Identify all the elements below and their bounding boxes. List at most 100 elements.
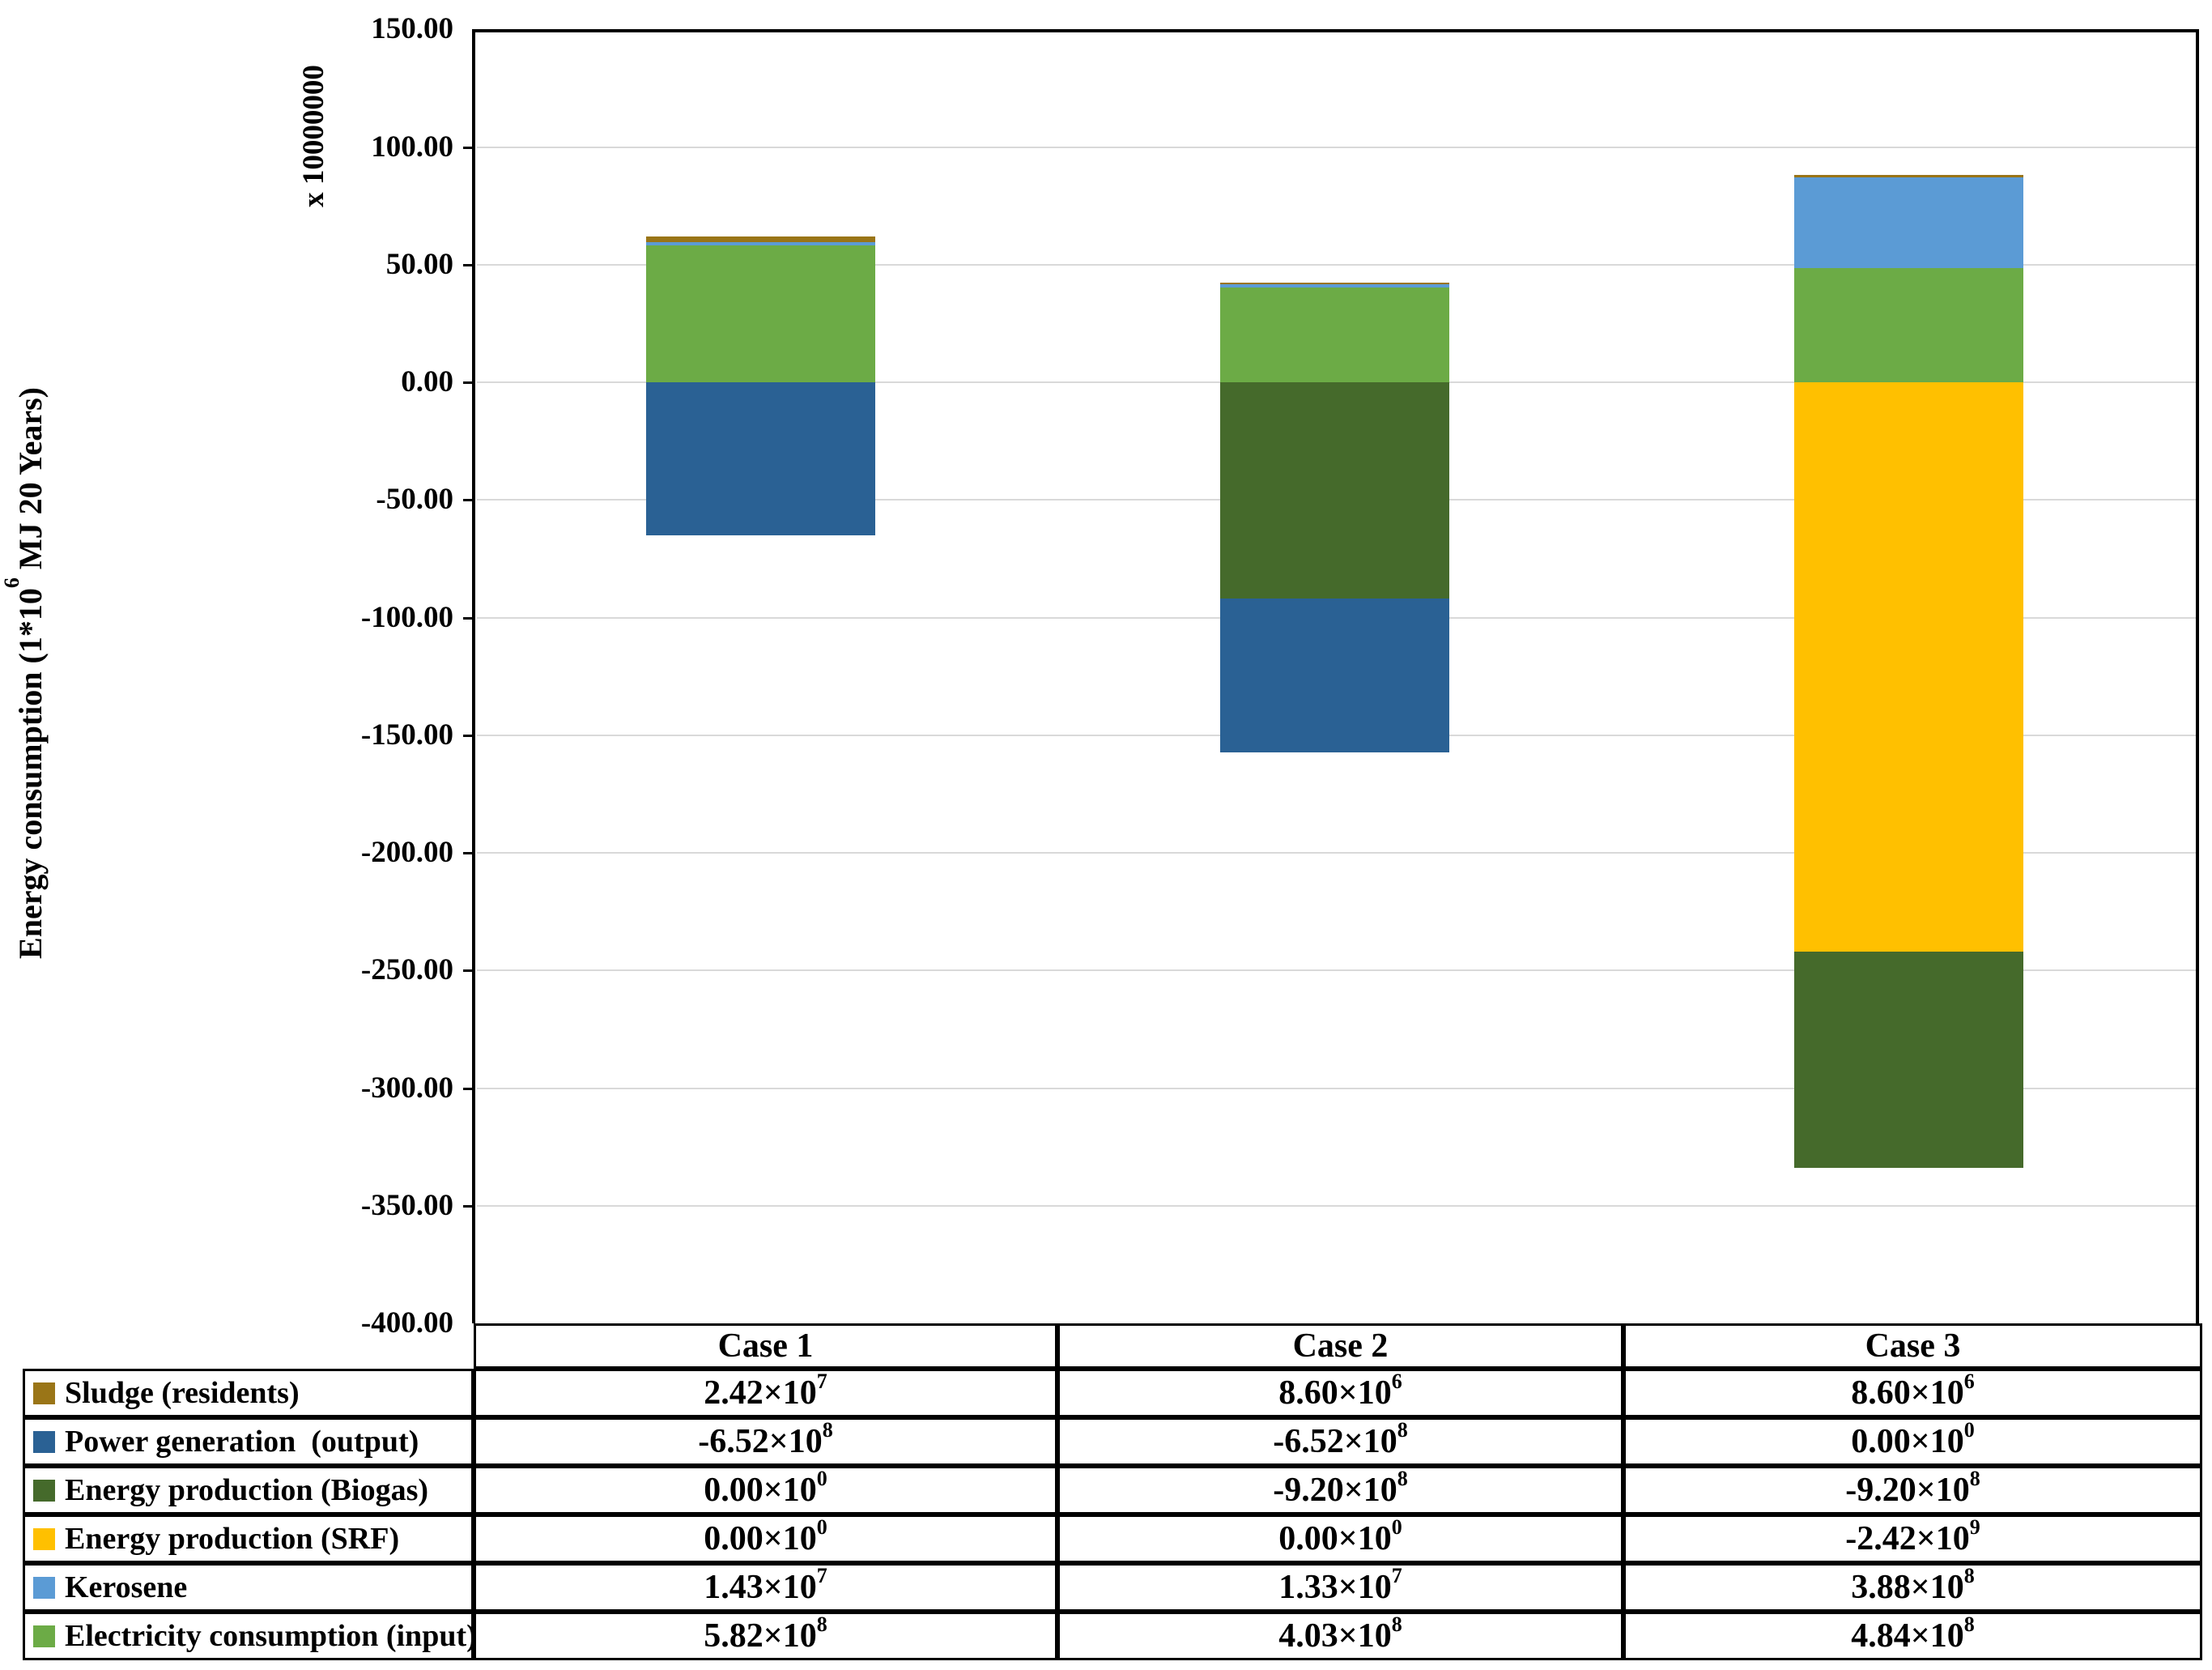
bar-segment-sludge-residents-case-2	[1220, 282, 1449, 285]
y-tick-label: -350.00	[360, 1188, 453, 1222]
value-mantissa: 4.03×10	[1278, 1617, 1392, 1655]
y-tick-label: -400.00	[360, 1306, 453, 1340]
y-tick-label: 0.00	[401, 365, 453, 398]
value-cell-energy-production-srf-case-3: -2.42×10 9	[1623, 1515, 2202, 1563]
value-cell-power-generation-output-case-1: -6.52×10 8	[474, 1417, 1057, 1466]
y-tick-label: -150.00	[360, 718, 453, 752]
value-mantissa: 0.00×10	[704, 1520, 817, 1557]
value-mantissa: -9.20×10	[1845, 1472, 1970, 1509]
plot-right-border	[2196, 29, 2199, 1323]
bar-segment-energy-production-biogas-case-3	[1794, 952, 2023, 1169]
value-cell-energy-production-biogas-case-3: -9.20×10 8	[1623, 1466, 2202, 1515]
value-mantissa: 0.00×10	[1278, 1520, 1392, 1557]
value-cell-electricity-consumption-input-case-1: 5.82×10 8	[474, 1612, 1057, 1660]
bar-segment-power-generation-output-case-1	[646, 382, 875, 536]
y-tick-label: 100.00	[371, 130, 453, 164]
value-mantissa: -9.20×10	[1273, 1472, 1397, 1509]
y-tick-mark	[463, 381, 474, 384]
plot-top-border	[472, 29, 2199, 32]
table-header-case-2: Case 2	[1057, 1323, 1623, 1369]
legend-label-power-generation-output: Power generation (output)	[65, 1425, 419, 1459]
value-cell-energy-production-srf-case-1: 0.00×10 0	[474, 1515, 1057, 1563]
value-mantissa: 1.33×10	[1278, 1569, 1392, 1606]
legend-cell-energy-production-biogas: Energy production (Biogas)	[23, 1466, 474, 1515]
legend-cell-electricity-consumption-input: Electricity consumption (input)	[23, 1612, 477, 1660]
value-mantissa: 1.43×10	[704, 1569, 817, 1606]
value-cell-electricity-consumption-input-case-3: 4.84×10 8	[1623, 1612, 2202, 1660]
y-tick-mark	[463, 616, 474, 620]
value-mantissa: 4.84×10	[1851, 1617, 1964, 1655]
legend-cell-sludge-residents: Sludge (residents)	[23, 1369, 474, 1417]
value-cell-kerosene-case-2: 1.33×10 7	[1057, 1563, 1623, 1612]
gridline	[477, 969, 2196, 972]
value-mantissa: -2.42×10	[1845, 1520, 1970, 1557]
legend-label-sludge-residents: Sludge (residents)	[65, 1376, 300, 1410]
value-mantissa: 5.82×10	[704, 1617, 817, 1655]
y-axis-title-tail: MJ 20 Years)	[12, 387, 49, 578]
y-tick-mark	[463, 1087, 474, 1090]
bar-segment-energy-production-biogas-case-2	[1220, 382, 1449, 599]
value-mantissa: 3.88×10	[1851, 1569, 1964, 1606]
value-cell-sludge-residents-case-2: 8.60×10 6	[1057, 1369, 1623, 1417]
y-tick-mark	[463, 969, 474, 973]
bar-segment-energy-production-srf-case-3	[1794, 382, 2023, 952]
value-mantissa: -6.52×10	[1273, 1423, 1397, 1460]
y-tick-label: -200.00	[360, 836, 453, 869]
value-mantissa: -6.52×10	[698, 1423, 823, 1460]
gridline	[477, 852, 2196, 854]
legend-label-kerosene: Kerosene	[65, 1570, 188, 1604]
legend-swatch-electricity-consumption-input	[33, 1625, 55, 1647]
legend-cell-kerosene: Kerosene	[23, 1563, 474, 1612]
value-cell-energy-production-biogas-case-1: 0.00×10 0	[474, 1466, 1057, 1515]
value-mantissa: 8.60×10	[1278, 1374, 1392, 1412]
legend-cell-power-generation-output: Power generation (output)	[23, 1417, 474, 1466]
value-cell-power-generation-output-case-3: 0.00×10 0	[1623, 1417, 2202, 1466]
bar-segment-electricity-consumption-input-case-3	[1794, 268, 2023, 382]
value-cell-sludge-residents-case-3: 8.60×10 6	[1623, 1369, 2202, 1417]
y-tick-label: -300.00	[360, 1071, 453, 1105]
value-cell-power-generation-output-case-2: -6.52×10 8	[1057, 1417, 1623, 1466]
y-tick-label: 50.00	[385, 247, 453, 281]
bar-segment-sludge-residents-case-3	[1794, 175, 2023, 177]
value-cell-energy-production-biogas-case-2: -9.20×10 8	[1057, 1466, 1623, 1515]
legend-label-electricity-consumption-input: Electricity consumption (input)	[65, 1619, 477, 1653]
legend-cell-energy-production-srf: Energy production (SRF)	[23, 1515, 474, 1563]
y-axis-title-text: Energy consumption (1*10	[12, 588, 49, 959]
y-tick-label: -50.00	[376, 483, 453, 517]
value-mantissa: 2.42×10	[704, 1374, 817, 1412]
value-cell-kerosene-case-1: 1.43×10 7	[474, 1563, 1057, 1612]
bar-segment-kerosene-case-2	[1220, 284, 1449, 288]
y-tick-mark	[463, 734, 474, 737]
y-tick-mark	[463, 852, 474, 854]
y-tick-mark	[463, 146, 474, 149]
y-tick-mark	[463, 263, 474, 266]
gridline	[477, 263, 2196, 266]
bar-segment-kerosene-case-1	[646, 241, 875, 245]
bar-segment-power-generation-output-case-2	[1220, 599, 1449, 752]
y-tick-mark	[463, 499, 474, 502]
legend-label-energy-production-biogas: Energy production (Biogas)	[65, 1473, 429, 1507]
value-mantissa: 0.00×10	[704, 1472, 817, 1509]
gridline	[477, 146, 2196, 148]
bar-segment-kerosene-case-3	[1794, 177, 2023, 269]
bar-segment-electricity-consumption-input-case-2	[1220, 287, 1449, 382]
value-cell-sludge-residents-case-1: 2.42×10 7	[474, 1369, 1057, 1417]
y-axis-line	[472, 29, 475, 1323]
value-cell-energy-production-srf-case-2: 0.00×10 0	[1057, 1515, 1623, 1563]
y-tick-mark	[463, 1204, 474, 1208]
legend-swatch-energy-production-srf	[33, 1527, 55, 1550]
y-axis-title: Energy consumption (1*106 MJ 20 Years)	[0, 369, 51, 977]
value-mantissa: 0.00×10	[1851, 1423, 1964, 1460]
bar-segment-sludge-residents-case-1	[646, 236, 875, 242]
legend-swatch-power-generation-output	[33, 1430, 55, 1453]
y-tick-label: -250.00	[360, 953, 453, 987]
y-axis-title-superscript: 6	[0, 577, 23, 589]
y-tick-label: 150.00	[371, 12, 453, 46]
gridline	[477, 1087, 2196, 1089]
legend-swatch-sludge-residents	[33, 1382, 55, 1404]
table-header-case-1: Case 1	[474, 1323, 1057, 1369]
legend-swatch-energy-production-biogas	[33, 1479, 55, 1502]
legend-label-energy-production-srf: Energy production (SRF)	[65, 1522, 400, 1556]
y-tick-label: -100.00	[360, 600, 453, 634]
